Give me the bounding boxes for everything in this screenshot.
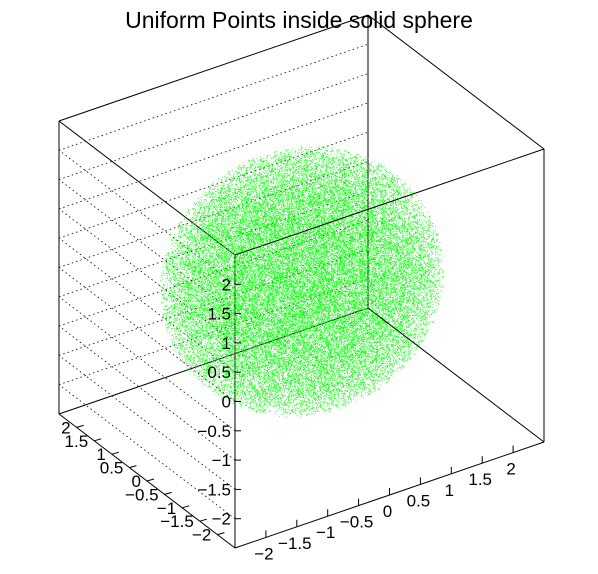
back-panels bbox=[58, 14, 545, 549]
y-axis-tick bbox=[94, 438, 102, 442]
y-tick-label: 1 bbox=[96, 445, 105, 464]
gridline-left-panel bbox=[58, 267, 236, 402]
y-tick-label: −2 bbox=[192, 526, 211, 545]
y-tick-label: 0.5 bbox=[100, 459, 124, 478]
y-tick-label: −1 bbox=[157, 499, 176, 518]
z-tick-label: −0.5 bbox=[197, 422, 231, 441]
box-edge-right-bottom bbox=[367, 307, 545, 443]
box-edge-left-top bbox=[58, 120, 236, 256]
y-axis-tick bbox=[182, 505, 190, 509]
gridline-left-panel bbox=[58, 296, 236, 432]
gridline-back-panel bbox=[58, 190, 369, 298]
y-axis-tick bbox=[129, 465, 137, 469]
gridline-left-panel bbox=[58, 179, 236, 314]
sphere-points bbox=[159, 145, 445, 417]
y-tick-label: 2 bbox=[61, 418, 70, 437]
y-axis-tick bbox=[146, 478, 155, 482]
y-axis-tick bbox=[76, 424, 84, 428]
z-tick-label: 1 bbox=[222, 334, 231, 353]
x-tick-label: 0.5 bbox=[407, 491, 431, 510]
gridline-back-panel bbox=[58, 278, 369, 386]
box-edge-right-top bbox=[367, 14, 545, 150]
tick-labels: −2−1.5−1−0.500.511.52−2−1.5−1−0.500.511.… bbox=[61, 275, 516, 563]
box-edge-back-top bbox=[58, 14, 369, 122]
gridline-back-panel bbox=[58, 131, 369, 239]
gridline-back-panel bbox=[58, 161, 369, 268]
x-tick-label: −1 bbox=[316, 523, 335, 542]
chart-title: Uniform Points inside solid sphere bbox=[125, 7, 473, 33]
y-axis-tick bbox=[111, 451, 119, 455]
x-tick-label: 2 bbox=[506, 460, 515, 479]
x-tick-label: 0 bbox=[383, 502, 392, 521]
y-axis-tick bbox=[217, 532, 225, 536]
x-tick-label: −2 bbox=[254, 544, 273, 563]
y-tick-label: −0.5 bbox=[125, 485, 159, 504]
gridline-back-panel bbox=[58, 43, 369, 151]
gridline-left-panel bbox=[58, 384, 236, 520]
y-axis-tick bbox=[164, 491, 172, 495]
y-tick-label: 1.5 bbox=[65, 432, 89, 451]
x-tick-label: −0.5 bbox=[340, 513, 374, 532]
x-tick-label: 1 bbox=[445, 481, 454, 500]
x-tick-label: 1.5 bbox=[468, 470, 492, 489]
z-tick-label: −2 bbox=[212, 510, 231, 529]
y-axis-tick bbox=[199, 518, 207, 522]
gridline-left-panel bbox=[58, 325, 236, 461]
z-tick-label: 0 bbox=[222, 393, 231, 412]
y-tick-label: 0 bbox=[132, 472, 141, 491]
z-tick-label: 2 bbox=[222, 275, 231, 294]
scatter-points bbox=[159, 145, 445, 417]
x-tick-label: −1.5 bbox=[278, 534, 312, 553]
gridline-left-panel bbox=[58, 355, 236, 490]
gridline-back-panel bbox=[58, 102, 369, 210]
z-tick-label: 1.5 bbox=[207, 305, 231, 324]
front-box-edges bbox=[76, 148, 545, 549]
z-tick-label: −1 bbox=[212, 451, 231, 470]
gridline-back-panel bbox=[58, 73, 369, 180]
gridline-left-panel bbox=[58, 208, 236, 344]
y-tick-label: −1.5 bbox=[160, 512, 194, 531]
box-edge-front-top bbox=[234, 148, 545, 256]
z-tick-label: −1.5 bbox=[197, 480, 231, 499]
z-tick-label: 0.5 bbox=[207, 363, 231, 382]
